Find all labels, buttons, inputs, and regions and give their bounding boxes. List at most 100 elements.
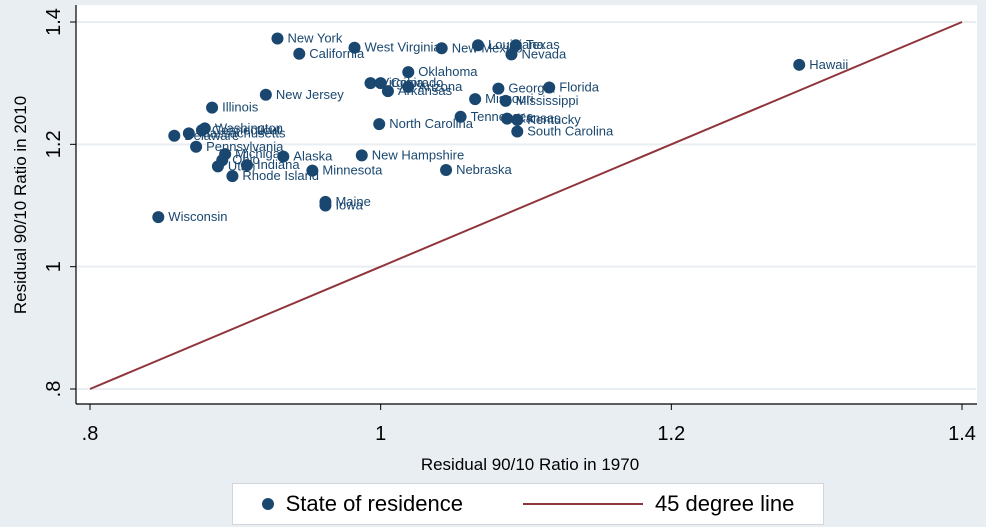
point-label: Wisconsin bbox=[168, 209, 227, 224]
data-point bbox=[348, 41, 361, 54]
data-point bbox=[402, 66, 415, 79]
data-point bbox=[793, 58, 806, 71]
point-label: Pennsylvania bbox=[206, 139, 284, 154]
point-label: Massachusetts bbox=[199, 125, 286, 140]
x-axis-label: Residual 90/10 Ratio in 1970 bbox=[421, 455, 639, 474]
point-label: Maine bbox=[335, 194, 370, 209]
point-label: Florida bbox=[559, 79, 600, 94]
point-label: Iowa bbox=[335, 198, 363, 213]
data-point bbox=[306, 164, 319, 177]
data-point bbox=[511, 125, 524, 138]
data-point bbox=[277, 150, 290, 163]
data-point bbox=[226, 170, 239, 183]
point-label: Missouri bbox=[485, 91, 534, 106]
data-point bbox=[190, 140, 203, 153]
data-point bbox=[469, 93, 482, 106]
point-label: Michigan bbox=[235, 146, 287, 161]
y-tick-label-3: 1.4 bbox=[43, 8, 65, 36]
point-label: Illinois bbox=[222, 100, 259, 115]
point-label: North Carolina bbox=[389, 116, 474, 131]
point-label: Georgia bbox=[508, 81, 555, 96]
legend-line-label: 45 degree line bbox=[654, 491, 795, 516]
data-point bbox=[355, 149, 368, 162]
point-label: Colorado bbox=[391, 75, 444, 90]
data-point bbox=[364, 77, 377, 90]
legend-item-line: 45 degree line bbox=[522, 491, 795, 517]
data-point bbox=[319, 199, 332, 212]
data-point bbox=[206, 101, 219, 114]
point-label: Delaware bbox=[184, 128, 239, 143]
data-point bbox=[511, 113, 524, 126]
legend-points-label: State of residence bbox=[285, 491, 463, 516]
y-axis-label: Residual 90/10 Ratio in 2010 bbox=[11, 96, 30, 314]
y-tick-label-2: 1.2 bbox=[43, 130, 65, 158]
point-label: Hawaii bbox=[809, 57, 848, 72]
point-label: Nevada bbox=[521, 46, 567, 61]
legend-item-points: State of residence bbox=[261, 491, 463, 517]
x-tick-label-2: 1.2 bbox=[657, 423, 685, 445]
data-point bbox=[293, 47, 306, 60]
point-label: Virginia bbox=[380, 75, 424, 90]
point-label: Alaska bbox=[293, 149, 333, 164]
point-label: West Virginia bbox=[365, 40, 442, 55]
diagonal-line-layer bbox=[89, 21, 963, 390]
point-label: Arkansas bbox=[398, 83, 453, 98]
data-point bbox=[505, 48, 518, 61]
forty-five-degree-line bbox=[89, 21, 963, 390]
point-label: California bbox=[309, 46, 365, 61]
data-point bbox=[195, 124, 208, 137]
point-label: Mississippi bbox=[516, 93, 579, 108]
point-label: Washington bbox=[215, 120, 283, 135]
line-marker-icon bbox=[522, 503, 643, 505]
y-tick-label-1: 1 bbox=[43, 261, 65, 272]
points-layer bbox=[152, 32, 806, 224]
y-tick-label-0: .8 bbox=[43, 381, 65, 398]
point-label: Ohio bbox=[232, 152, 259, 167]
point-label: Oklahoma bbox=[418, 64, 478, 79]
data-point bbox=[454, 110, 467, 123]
data-point bbox=[259, 88, 272, 101]
point-label: Connecticut bbox=[212, 122, 281, 137]
point-label: Kentucky bbox=[527, 112, 581, 127]
data-point bbox=[211, 160, 224, 173]
data-point bbox=[182, 127, 195, 140]
data-point bbox=[373, 118, 386, 131]
point-label: Kansas bbox=[517, 111, 561, 126]
data-point bbox=[499, 94, 512, 107]
data-point bbox=[271, 32, 284, 45]
point-label: Louisiana bbox=[488, 37, 544, 52]
data-point bbox=[492, 82, 505, 95]
axis-ticks: .8 1 1.2 1.4 .8 1 1.2 1.4 bbox=[43, 8, 976, 445]
data-point bbox=[152, 211, 165, 224]
point-label: Tennessee bbox=[471, 109, 534, 124]
data-point bbox=[435, 42, 448, 55]
data-point bbox=[543, 81, 556, 94]
data-point bbox=[501, 112, 514, 125]
point-label: Minnesota bbox=[322, 163, 383, 178]
point-label: New Jersey bbox=[276, 87, 344, 102]
data-point bbox=[381, 85, 394, 98]
point-label: Texas bbox=[526, 37, 560, 52]
data-point bbox=[440, 164, 453, 177]
point-label: Indiana bbox=[257, 157, 300, 172]
data-point bbox=[240, 159, 253, 172]
point-label: Utah bbox=[228, 158, 255, 173]
data-point bbox=[402, 80, 415, 93]
dot-marker-icon bbox=[261, 498, 274, 510]
data-point bbox=[374, 77, 387, 90]
point-label: Nebraska bbox=[456, 162, 512, 177]
data-point bbox=[472, 39, 485, 52]
point-label: South Carolina bbox=[527, 123, 614, 138]
x-tick-label-3: 1.4 bbox=[948, 423, 976, 445]
point-label: Arizona bbox=[418, 79, 463, 94]
gridlines bbox=[77, 21, 976, 390]
point-label: New York bbox=[287, 31, 342, 46]
point-label: Rhode Island bbox=[242, 168, 319, 183]
point-label: New Hampshire bbox=[372, 147, 464, 162]
x-tick-label-1: 1 bbox=[375, 423, 386, 445]
point-label: New Mexico bbox=[452, 40, 523, 55]
data-point bbox=[168, 129, 181, 142]
x-tick-label-0: .8 bbox=[82, 423, 99, 445]
